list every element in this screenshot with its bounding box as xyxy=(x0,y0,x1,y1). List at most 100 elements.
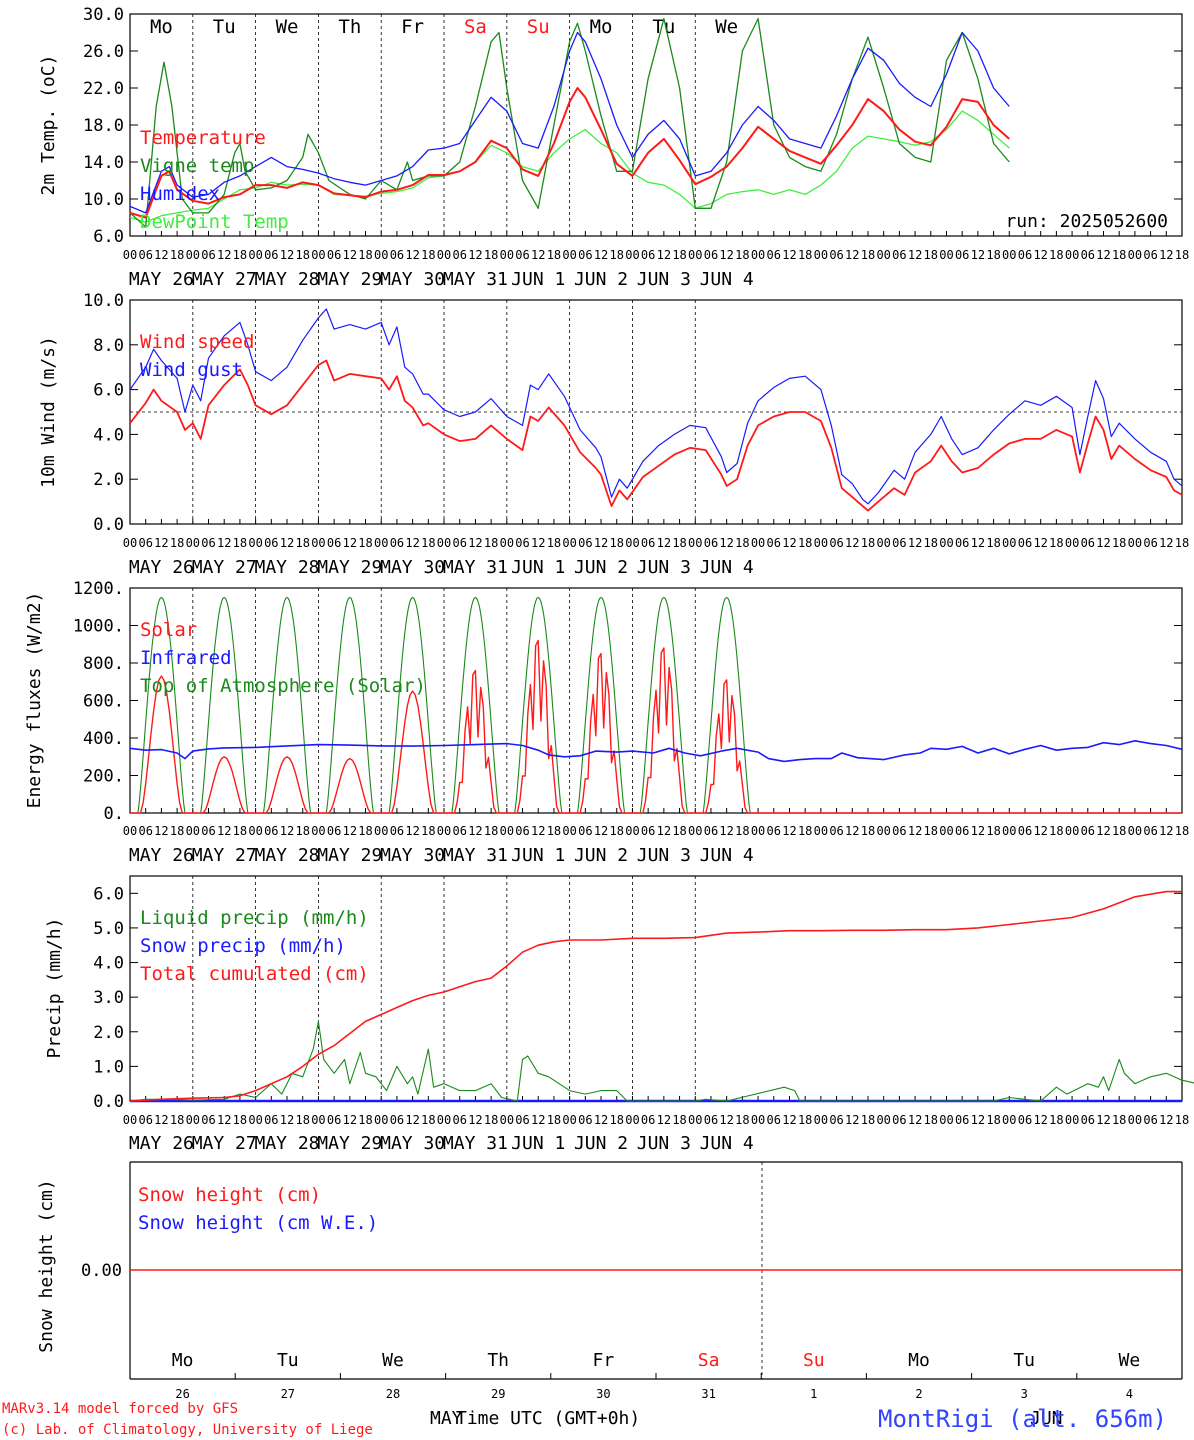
hour-tick-label: 06 xyxy=(829,536,843,550)
hour-tick-label: 00 xyxy=(1065,1113,1079,1127)
weekday-label: Su xyxy=(527,16,550,38)
y-axis-label: 10m Wind (m/s) xyxy=(38,336,59,488)
date-label: MAY 30 xyxy=(380,557,445,578)
x-axis-title: Time UTC (GMT+0h) xyxy=(456,1408,640,1429)
hour-tick-label: 00 xyxy=(751,1113,765,1127)
y-tick-label: 0.0 xyxy=(93,515,124,535)
hour-tick-label: 00 xyxy=(374,1113,388,1127)
weekday-label: We xyxy=(1119,1350,1141,1371)
hour-tick-label: 00 xyxy=(751,824,765,838)
series-line-toa-day xyxy=(200,596,249,814)
hour-tick-label: 00 xyxy=(562,536,576,550)
day-number: 31 xyxy=(701,1387,715,1401)
hour-tick-label: 18 xyxy=(358,824,372,838)
legend-dewpoint-temp: DewPoint Temp xyxy=(140,211,289,233)
weekday-label: Tu xyxy=(1013,1350,1035,1371)
hour-tick-label: 12 xyxy=(908,1113,922,1127)
hour-tick-label: 06 xyxy=(892,248,906,262)
hour-tick-label: 00 xyxy=(186,248,200,262)
hour-tick-label: 12 xyxy=(594,1113,608,1127)
hour-tick-label: 06 xyxy=(515,248,529,262)
hour-tick-label: 06 xyxy=(515,1113,529,1127)
hour-tick-label: 18 xyxy=(610,1113,624,1127)
hour-tick-label: 18 xyxy=(484,248,498,262)
hour-tick-label: 00 xyxy=(123,536,137,550)
day-number: 1 xyxy=(810,1387,817,1401)
hour-tick-label: 00 xyxy=(437,248,451,262)
series-line-vigne-temp xyxy=(129,17,1010,228)
hour-tick-label: 12 xyxy=(594,248,608,262)
hour-tick-label: 00 xyxy=(123,1113,137,1127)
hour-tick-label: 00 xyxy=(814,824,828,838)
hour-tick-label: 06 xyxy=(829,248,843,262)
day-number: 30 xyxy=(596,1387,610,1401)
hour-tick-label: 00 xyxy=(1128,1113,1142,1127)
hour-tick-label: 18 xyxy=(735,536,749,550)
hour-tick-label: 06 xyxy=(390,824,404,838)
day-number: 26 xyxy=(175,1387,189,1401)
date-label: JUN 4 xyxy=(700,269,754,290)
hour-tick-label: 00 xyxy=(876,824,890,838)
hour-tick-label: 12 xyxy=(908,248,922,262)
hour-tick-label: 18 xyxy=(484,536,498,550)
hour-tick-label: 12 xyxy=(719,536,733,550)
hour-tick-label: 18 xyxy=(861,1113,875,1127)
legend-infrared: Infrared xyxy=(140,647,232,669)
hour-tick-label: 00 xyxy=(562,248,576,262)
legend-top-of-atmosphere-solar-: Top of Atmosphere (Solar) xyxy=(140,675,426,697)
date-label: JUN 2 xyxy=(574,845,628,866)
y-tick-label: 8.0 xyxy=(93,336,124,356)
hour-tick-label: 00 xyxy=(311,536,325,550)
hour-tick-label: 18 xyxy=(735,1113,749,1127)
hour-tick-label: 12 xyxy=(531,248,545,262)
date-label: JUN 3 xyxy=(637,557,691,578)
hour-tick-label: 06 xyxy=(767,536,781,550)
hour-tick-label: 06 xyxy=(892,1113,906,1127)
legend-temperature: Temperature xyxy=(140,127,266,149)
series-line-humidex xyxy=(129,31,1010,214)
hour-tick-label: 18 xyxy=(358,1113,372,1127)
hour-tick-label: 18 xyxy=(924,536,938,550)
date-label: MAY 26 xyxy=(129,269,194,290)
hour-tick-label: 18 xyxy=(547,824,561,838)
hour-tick-label: 06 xyxy=(1143,824,1157,838)
hour-tick-label: 00 xyxy=(123,248,137,262)
weekday-label: We xyxy=(382,1350,404,1371)
legend-liquid-precip-mm-h-: Liquid precip (mm/h) xyxy=(140,907,369,929)
hour-tick-label: 18 xyxy=(547,1113,561,1127)
hour-tick-label: 00 xyxy=(248,824,262,838)
weekday-label: Mo xyxy=(590,16,613,38)
y-axis-label: 2m Temp. (oC) xyxy=(38,55,59,196)
series-line-infrared xyxy=(129,739,1183,763)
hour-tick-label: 00 xyxy=(374,536,388,550)
hour-tick-label: 12 xyxy=(1033,248,1047,262)
y-axis-label: Energy fluxes (W/m2) xyxy=(24,592,45,809)
hour-tick-label: 12 xyxy=(405,536,419,550)
y-tick-label: 0.00 xyxy=(81,1261,122,1281)
series-line-toa-day xyxy=(137,596,186,814)
hour-tick-label: 00 xyxy=(625,824,639,838)
date-label: MAY 30 xyxy=(380,1133,445,1154)
hour-tick-label: 06 xyxy=(578,536,592,550)
hour-tick-label: 06 xyxy=(704,1113,718,1127)
hour-tick-label: 00 xyxy=(688,536,702,550)
hour-tick-label: 06 xyxy=(1143,1113,1157,1127)
legend-wind-gust: Wind gust xyxy=(140,359,243,381)
day-number: 3 xyxy=(1021,1387,1028,1401)
hour-tick-label: 06 xyxy=(515,536,529,550)
hour-tick-label: 18 xyxy=(798,248,812,262)
hour-tick-label: 18 xyxy=(170,536,184,550)
date-label: MAY 26 xyxy=(129,1133,194,1154)
series-line-toa-day xyxy=(576,596,626,814)
hour-tick-label: 12 xyxy=(468,824,482,838)
hour-tick-label: 12 xyxy=(531,1113,545,1127)
hour-tick-label: 00 xyxy=(688,824,702,838)
legend-wind-speed: Wind speed xyxy=(140,331,254,353)
hour-tick-label: 12 xyxy=(657,1113,671,1127)
hour-tick-label: 18 xyxy=(610,536,624,550)
legend-snow-height-cm-: Snow height (cm) xyxy=(138,1184,321,1206)
weekday-label: Tu xyxy=(277,1350,299,1371)
hour-tick-label: 06 xyxy=(264,536,278,550)
hour-tick-label: 12 xyxy=(405,1113,419,1127)
